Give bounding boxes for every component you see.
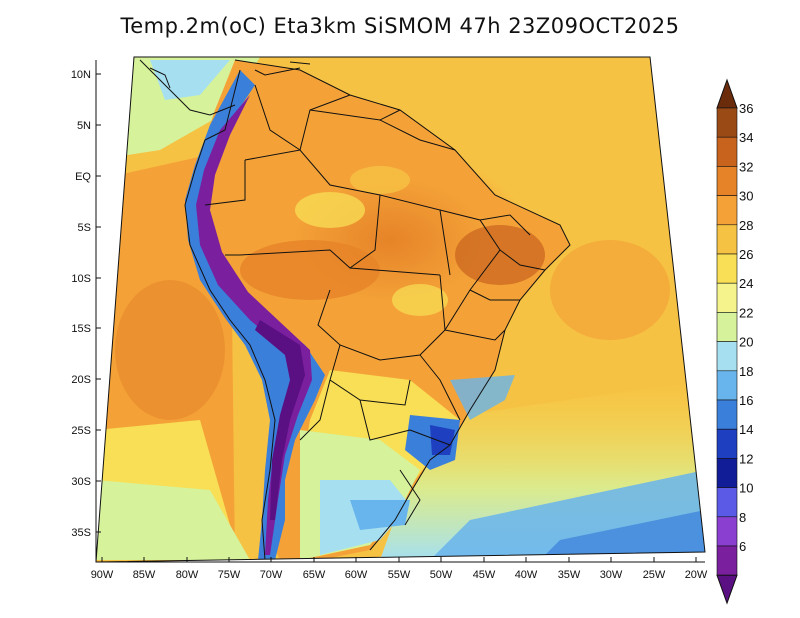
lon-label: 35W <box>558 569 581 581</box>
colorbar-swatch <box>716 458 738 488</box>
colorbar-swatch <box>716 253 738 284</box>
colorbar-label: 26 <box>739 247 753 262</box>
south-atlantic-coldest <box>540 510 705 560</box>
colorbar-label: 30 <box>739 189 753 204</box>
lat-label: 30S <box>71 476 91 488</box>
colorbar-swatch <box>716 399 738 430</box>
colorbar-swatch <box>716 195 738 226</box>
lat-label: 10S <box>71 273 91 285</box>
latitude-axis: 10N 5N EQ 5S 10S 15S 20S 25S 30S 35S <box>71 69 101 539</box>
colorbar-label: 6 <box>739 539 746 554</box>
caribbean-cool-zone <box>96 57 260 160</box>
lon-label: 85W <box>133 569 156 581</box>
colorbar: 36 34 32 30 28 26 24 22 20 18 16 14 12 10 8 6 <box>716 78 753 605</box>
colorbar-label: 28 <box>739 218 753 233</box>
colorbar-label: 10 <box>739 481 753 496</box>
colorbar-label: 16 <box>739 393 753 408</box>
colorbar-swatch <box>716 370 738 401</box>
colorbar-swatch <box>716 312 738 342</box>
southeast-brazil-cool <box>450 375 515 420</box>
map-field <box>96 57 705 562</box>
central-america-outline <box>139 59 311 116</box>
colorbar-label: 36 <box>739 101 753 116</box>
lat-label: 5S <box>78 222 91 234</box>
lon-label: 60W <box>345 569 368 581</box>
colorbar-swatch <box>716 166 738 196</box>
lat-label: 25S <box>71 425 91 437</box>
colorbar-label: 18 <box>739 364 753 379</box>
colorbar-label: 32 <box>739 159 753 174</box>
interior-cool-patch-3 <box>350 166 410 194</box>
lat-label: 35S <box>71 527 91 539</box>
lon-label: 65W <box>303 569 326 581</box>
lon-label: 25W <box>643 569 666 581</box>
andes-highest <box>255 320 305 520</box>
colorbar-swatch <box>716 545 738 576</box>
interior-cool-patch-2 <box>392 284 448 316</box>
pacific-cool-band <box>96 480 250 560</box>
lat-label: 20S <box>71 374 91 386</box>
colorbar-label: 12 <box>739 451 753 466</box>
colorbar-arrow-top <box>716 78 738 109</box>
map-title: Temp.2m(oC) Eta3km SiSMOM 47h 23Z09OCT20… <box>120 14 680 38</box>
colorbar-label: 24 <box>739 276 753 291</box>
colorbar-swatch <box>716 487 738 518</box>
lon-label: 40W <box>515 569 538 581</box>
lon-label: 20W <box>685 569 708 581</box>
colorbar-swatch <box>716 224 738 255</box>
country-borders <box>184 59 571 561</box>
colorbar-arrow-bottom <box>716 574 738 605</box>
colorbar-label: 34 <box>739 130 753 145</box>
western-hot-patch <box>240 240 380 300</box>
colorbar-label: 14 <box>739 422 753 437</box>
lat-label: EQ <box>75 171 91 183</box>
map-frame <box>95 56 706 563</box>
lon-label: 50W <box>430 569 453 581</box>
colorbar-label: 20 <box>739 335 753 350</box>
lon-label: 70W <box>260 569 283 581</box>
colorbar-swatch <box>716 107 738 138</box>
colorbar-swatch <box>716 341 738 372</box>
colorbar-swatch <box>716 282 738 313</box>
uruguay-cold <box>350 500 410 530</box>
southern-brazil-coldest <box>430 425 455 455</box>
colorbar-swatch <box>716 136 738 167</box>
atlantic-hot-patch <box>550 240 670 340</box>
lon-label: 55W <box>388 569 411 581</box>
lon-label: 90W <box>91 569 114 581</box>
lat-label: 5N <box>77 120 91 132</box>
colorbar-label: 8 <box>739 510 746 525</box>
lon-label: 75W <box>218 569 241 581</box>
pacific-hot-patch <box>115 280 225 420</box>
longitude-axis: 90W 85W 80W 75W 70W 65W 60W 55W 50W 45W … <box>91 557 708 581</box>
colorbar-swatch <box>716 516 738 547</box>
colorbar-swatch <box>716 428 738 459</box>
lon-label: 80W <box>176 569 199 581</box>
colorbar-label: 22 <box>739 305 753 320</box>
lon-label: 45W <box>473 569 496 581</box>
lat-label: 10N <box>71 69 91 81</box>
lon-label: 30W <box>600 569 623 581</box>
interior-cool-patch-1 <box>295 192 365 228</box>
northeast-hot-patch <box>455 225 545 285</box>
lat-label: 15S <box>71 323 91 335</box>
